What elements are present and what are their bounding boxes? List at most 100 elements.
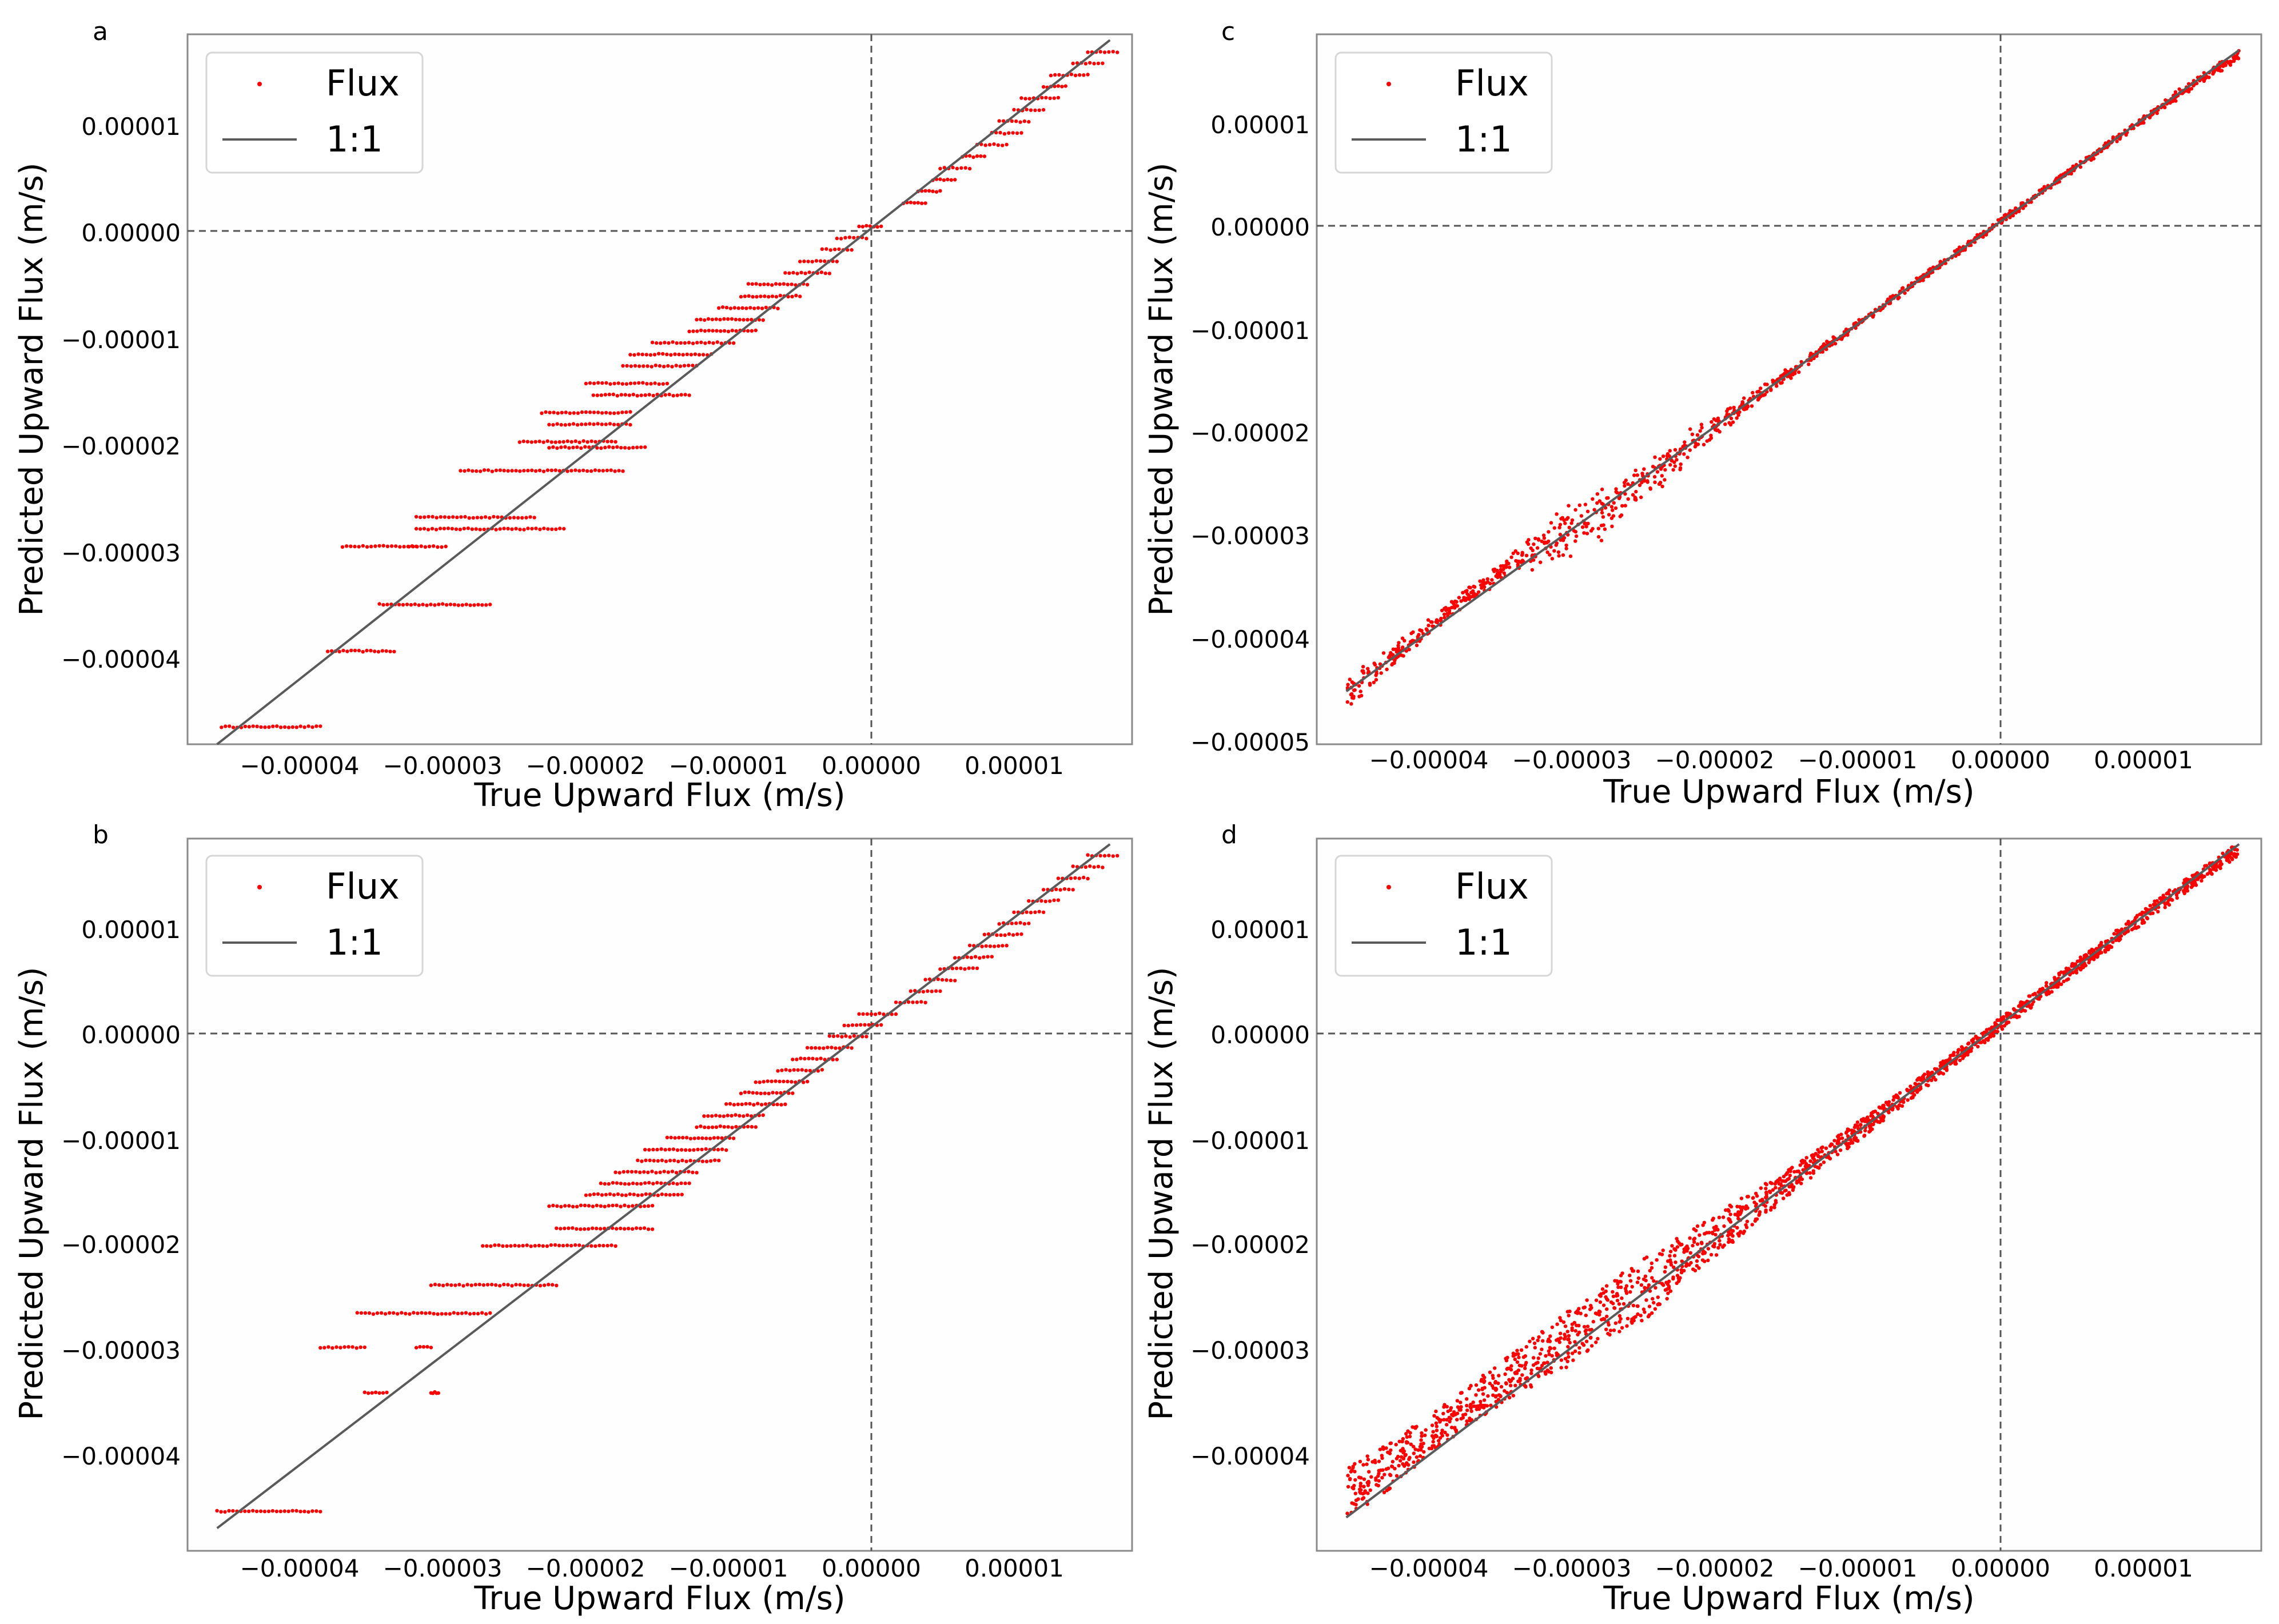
flux-point bbox=[1033, 910, 1037, 915]
flux-point bbox=[605, 468, 609, 473]
flux-point bbox=[658, 1170, 662, 1174]
flux-point bbox=[1374, 1478, 1378, 1482]
panel-a-ytick: −0.00004 bbox=[61, 645, 181, 673]
flux-point bbox=[467, 468, 471, 472]
flux-point bbox=[1373, 1458, 1377, 1463]
flux-point bbox=[480, 1311, 484, 1315]
flux-point bbox=[863, 1023, 867, 1027]
flux-point bbox=[219, 1510, 223, 1514]
flux-point bbox=[359, 1311, 364, 1315]
flux-point bbox=[923, 189, 927, 193]
flux-point bbox=[488, 1311, 492, 1315]
panel-a-x-tick-labels: −0.00004 −0.00003 −0.00002 −0.00001 0.00… bbox=[240, 752, 1064, 780]
panel-c-xtick: −0.00001 bbox=[1798, 746, 1918, 774]
flux-point bbox=[369, 544, 373, 549]
flux-point bbox=[1808, 1159, 1812, 1163]
flux-point bbox=[1780, 381, 1784, 385]
flux-point bbox=[988, 944, 993, 948]
flux-point bbox=[353, 544, 357, 549]
flux-point bbox=[938, 989, 942, 993]
flux-point bbox=[538, 1283, 543, 1288]
flux-point bbox=[1635, 473, 1639, 477]
flux-point bbox=[1607, 1323, 1611, 1327]
flux-point bbox=[385, 544, 390, 548]
flux-point bbox=[1550, 557, 1555, 561]
flux-point bbox=[540, 411, 544, 415]
flux-point bbox=[1029, 911, 1033, 915]
flux-point bbox=[1993, 1029, 1997, 1034]
flux-point bbox=[776, 1069, 780, 1073]
flux-point bbox=[1402, 1464, 1407, 1468]
flux-point bbox=[1706, 1247, 1711, 1251]
flux-point bbox=[842, 1023, 846, 1028]
flux-point bbox=[669, 353, 673, 357]
flux-point bbox=[663, 341, 667, 345]
flux-point bbox=[278, 1509, 282, 1514]
flux-point bbox=[470, 527, 474, 531]
flux-point bbox=[627, 1182, 631, 1186]
flux-point bbox=[1855, 1139, 1860, 1143]
flux-point bbox=[338, 1346, 342, 1350]
flux-point bbox=[373, 544, 377, 548]
flux-point bbox=[1434, 1421, 1439, 1425]
flux-point bbox=[938, 166, 942, 171]
flux-point bbox=[1496, 1381, 1500, 1386]
flux-point bbox=[835, 1058, 839, 1062]
flux-point bbox=[1382, 1473, 1386, 1477]
panel-b-ytick: −0.00003 bbox=[61, 1336, 181, 1364]
flux-point bbox=[1056, 84, 1061, 88]
flux-point bbox=[592, 410, 596, 414]
flux-point bbox=[1491, 1374, 1495, 1378]
flux-point bbox=[565, 469, 569, 473]
flux-point bbox=[722, 329, 727, 333]
flux-point bbox=[1374, 678, 1378, 682]
flux-point bbox=[1111, 854, 1115, 858]
flux-point bbox=[220, 725, 224, 729]
flux-point bbox=[1559, 1358, 1564, 1362]
flux-point bbox=[755, 1091, 759, 1095]
flux-point bbox=[1617, 1302, 1621, 1306]
flux-point bbox=[752, 306, 756, 310]
flux-point bbox=[592, 381, 596, 385]
flux-point bbox=[755, 295, 759, 299]
flux-point bbox=[754, 282, 758, 286]
flux-point bbox=[2135, 925, 2139, 929]
flux-point bbox=[1358, 1482, 1362, 1486]
flux-point bbox=[354, 1346, 358, 1350]
flux-point bbox=[1650, 1261, 1654, 1266]
flux-point bbox=[1563, 1324, 1568, 1328]
flux-point bbox=[1386, 655, 1390, 660]
flux-point bbox=[1524, 1360, 1528, 1364]
flux-point bbox=[2118, 937, 2122, 941]
flux-point bbox=[1429, 620, 1433, 624]
flux-point bbox=[1353, 688, 1357, 692]
flux-point bbox=[668, 1159, 672, 1163]
flux-point bbox=[1391, 647, 1395, 652]
flux-point bbox=[1643, 1274, 1648, 1278]
flux-point bbox=[619, 446, 623, 450]
flux-point bbox=[215, 1509, 219, 1513]
flux-point bbox=[1695, 1242, 1700, 1246]
flux-point bbox=[1544, 1354, 1548, 1358]
flux-point bbox=[599, 446, 603, 450]
flux-point bbox=[489, 1283, 494, 1287]
flux-point bbox=[1957, 1048, 1961, 1052]
flux-point bbox=[1666, 1259, 1670, 1263]
flux-point bbox=[761, 1113, 765, 1118]
flux-point bbox=[1358, 689, 1362, 693]
flux-point bbox=[643, 1181, 647, 1185]
flux-point bbox=[695, 341, 699, 345]
flux-point bbox=[1107, 853, 1111, 857]
flux-point bbox=[453, 1283, 457, 1287]
flux-point bbox=[1558, 532, 1563, 537]
flux-point bbox=[1524, 1344, 1528, 1349]
flux-point bbox=[1496, 575, 1500, 580]
flux-point bbox=[808, 1068, 812, 1073]
flux-point bbox=[1491, 1386, 1496, 1390]
flux-point bbox=[695, 318, 699, 322]
flux-point bbox=[1476, 1404, 1480, 1408]
flux-point bbox=[593, 440, 597, 444]
panel-a-x-axis-label: True Upward Flux (m/s) bbox=[473, 777, 845, 814]
flux-point bbox=[1514, 1352, 1518, 1356]
flux-point bbox=[689, 353, 694, 357]
